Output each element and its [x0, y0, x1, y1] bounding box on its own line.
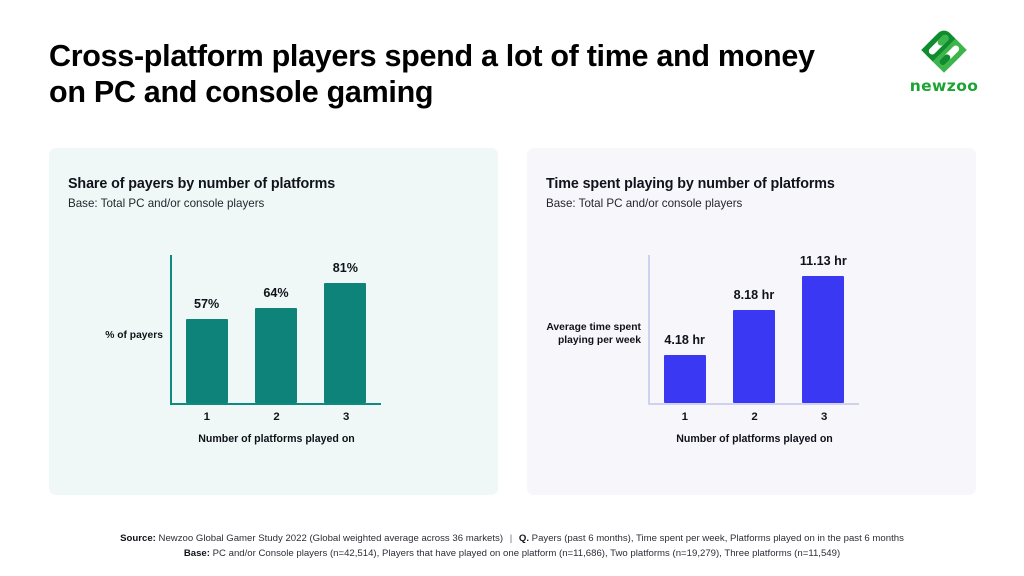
x-tick-label: 3 [820, 411, 828, 423]
bar[interactable] [802, 276, 845, 403]
chart-right-x-axis-line [648, 403, 859, 405]
bar-group: 81% [311, 255, 380, 403]
bar-group: 4.18 hr [650, 255, 719, 403]
brand-logo: newzoo [906, 24, 982, 95]
page-title: Cross-platform players spend a lot of ti… [49, 38, 879, 110]
x-tick-label: 2 [751, 411, 758, 423]
panel-left-subtitle: Base: Total PC and/or console players [68, 197, 265, 210]
bar[interactable] [185, 318, 228, 403]
bar[interactable] [254, 308, 297, 403]
footnote-source: Source: Newzoo Global Gamer Study 2022 (… [0, 531, 1024, 546]
footnote-base-label: Base: [183, 548, 210, 559]
bar-group: 11.13 hr [789, 254, 858, 403]
chart-time-spent-playing: Average time spent playing per week 4.18… [527, 243, 976, 453]
newzoo-diamond-icon [921, 30, 967, 73]
footnote-question-label: Q. [518, 533, 529, 544]
footnote-separator: | [509, 533, 513, 544]
chart-right-plot-area: 4.18 hr 8.18 hr 11.13 hr [648, 254, 859, 405]
bar[interactable] [663, 355, 706, 403]
footnote-base: Base: PC and/or Console players (n=42,51… [0, 546, 1024, 561]
footnotes: Source: Newzoo Global Gamer Study 2022 (… [0, 531, 1024, 561]
x-tick-label: 1 [681, 411, 688, 423]
panel-right-subtitle: Base: Total PC and/or console players [546, 197, 743, 210]
bar[interactable] [324, 283, 367, 403]
chart-left-y-axis-line [170, 255, 172, 405]
bar-value-label: 4.18 hr [664, 333, 705, 348]
bar[interactable] [732, 309, 775, 403]
footnote-question-text: Payers (past 6 months), Time spent per w… [531, 533, 904, 544]
chart-right-x-tick-labels: 1 2 3 [650, 411, 859, 423]
panel-time-spent-playing: Time spent playing by number of platform… [527, 148, 976, 495]
panel-right-title: Time spent playing by number of platform… [546, 176, 835, 192]
x-tick-label: 2 [273, 411, 280, 423]
chart-left-x-tick-labels: 1 2 3 [172, 411, 381, 423]
chart-right-x-axis-label: Number of platforms played on [676, 433, 833, 445]
chart-left-bars: 57% 64% 81% [172, 255, 380, 403]
page-title-line-2: on PC and console gaming [49, 75, 434, 109]
chart-left-x-axis-label: Number of platforms played on [198, 433, 355, 445]
chart-share-of-payers: % of payers 57% 64% 81% 1 [49, 243, 498, 453]
panel-share-of-payers: Share of payers by number of platforms B… [49, 148, 498, 495]
chart-left-x-axis-line [170, 403, 381, 405]
bar-value-label: 64% [263, 286, 289, 301]
panel-left-title: Share of payers by number of platforms [68, 176, 336, 192]
x-tick-label: 1 [203, 411, 210, 423]
footnote-source-label: Source: [120, 533, 156, 544]
bar-group: 57% [172, 255, 241, 403]
chart-left-plot-area: 57% 64% 81% [170, 255, 381, 405]
footnote-source-text: Newzoo Global Gamer Study 2022 (Global w… [158, 533, 504, 544]
chart-right-bars: 4.18 hr 8.18 hr 11.13 hr [650, 254, 858, 403]
bar-group: 64% [242, 255, 311, 403]
page-title-line-1: Cross-platform players spend a lot of ti… [49, 39, 815, 73]
chart-left-y-axis-label: % of payers [105, 330, 163, 341]
chart-right-y-axis-label-line-2: playing per week [558, 335, 641, 346]
bar-value-label: 11.13 hr [799, 254, 847, 269]
x-tick-label: 3 [342, 411, 350, 423]
bar-value-label: 81% [332, 261, 358, 276]
chart-right-y-axis-label: Average time spent playing per week [535, 321, 641, 347]
bar-value-label: 57% [194, 296, 220, 311]
bar-value-label: 8.18 hr [733, 287, 775, 302]
chart-right-y-axis-label-line-1: Average time spent [546, 322, 641, 333]
brand-wordmark: newzoo [909, 77, 979, 95]
bar-group: 8.18 hr [720, 255, 789, 403]
footnote-base-text: PC and/or Console players (n=42,514), Pl… [212, 548, 841, 559]
chart-right-y-axis-line [648, 255, 650, 405]
